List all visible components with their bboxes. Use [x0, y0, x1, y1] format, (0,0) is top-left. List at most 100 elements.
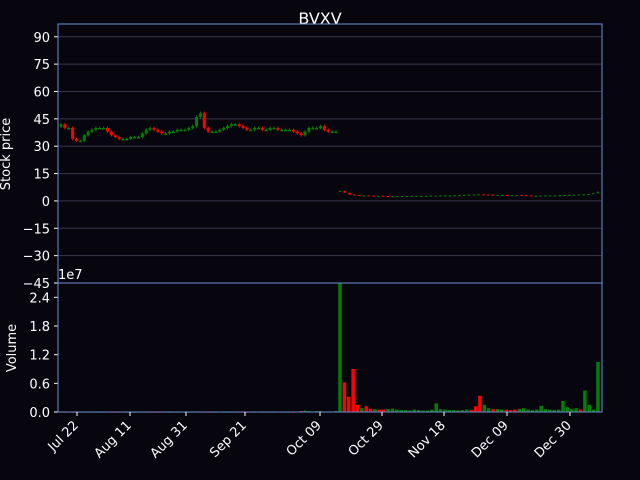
candle-body — [280, 129, 284, 132]
candle-body — [249, 129, 253, 132]
candle-body — [372, 195, 375, 197]
price-tick-label: 90 — [33, 31, 50, 46]
volume-bar — [556, 409, 561, 412]
volume-scale-label: 1e7 — [58, 268, 83, 283]
candle-body — [245, 127, 249, 130]
candle-body — [591, 193, 595, 195]
candle-body — [171, 131, 175, 134]
x-tick-label: Jul 22 — [45, 418, 82, 455]
candle-body — [386, 195, 390, 197]
candle-body — [71, 127, 75, 139]
candle-body — [462, 194, 466, 196]
candle-body — [596, 191, 600, 194]
candle-body — [295, 131, 299, 134]
candle-body — [505, 194, 509, 196]
candle-body — [311, 127, 315, 130]
volume-bar — [351, 369, 355, 412]
volume-bar — [596, 361, 600, 412]
candle-body — [253, 127, 257, 130]
candle-body — [391, 196, 394, 198]
candle-body — [376, 195, 380, 197]
candle-body — [237, 124, 241, 127]
candle-body — [419, 195, 423, 197]
volume-tick-label: 2.4 — [29, 291, 50, 306]
candle-body — [453, 195, 456, 197]
volume-bar — [513, 409, 517, 412]
volume-bar — [478, 395, 482, 412]
candle-body — [257, 127, 261, 130]
candle-body — [105, 127, 109, 132]
candle-body — [218, 129, 222, 132]
volume-bar — [434, 403, 438, 412]
candle-body — [486, 194, 490, 196]
x-tick-label: Nov 18 — [406, 418, 449, 461]
candle-body — [572, 194, 576, 196]
price-tick-label: −30 — [23, 250, 50, 265]
candle-body — [410, 195, 413, 197]
candle-body — [272, 127, 276, 130]
price-tick-label: 15 — [33, 168, 50, 183]
volume-bar — [508, 410, 513, 412]
candle-body — [226, 126, 230, 128]
volume-bar — [574, 408, 578, 412]
candle-body — [515, 195, 519, 197]
candle-body — [241, 126, 245, 128]
candle-body — [458, 195, 461, 197]
volume-bar — [539, 405, 543, 412]
candle-body — [264, 129, 268, 132]
volume-bar — [377, 409, 382, 412]
candle-body — [520, 195, 523, 197]
candle-body — [148, 127, 152, 130]
price-tick-label: −15 — [23, 222, 50, 237]
candle-body — [284, 129, 288, 132]
candle-body — [434, 195, 437, 197]
candle-body — [544, 195, 547, 197]
volume-bar — [360, 408, 364, 412]
volume-bar — [421, 410, 425, 412]
price-candles — [59, 111, 600, 198]
volume-bar — [430, 409, 434, 412]
candle-body — [86, 131, 90, 136]
candle-body — [587, 193, 590, 195]
volume-bar — [486, 408, 491, 412]
volume-bar — [587, 404, 592, 412]
candle-body — [362, 195, 366, 197]
candle-body — [330, 131, 334, 134]
candle-body — [577, 194, 581, 196]
volume-bar — [342, 382, 347, 412]
candle-body — [322, 126, 326, 130]
candle-body — [67, 127, 71, 130]
candle-body — [109, 131, 113, 136]
volume-bar — [548, 409, 552, 412]
candle-body — [90, 129, 94, 132]
volume-tick-label: 1.8 — [29, 320, 50, 335]
candle-body — [191, 126, 195, 128]
candle-body — [405, 195, 409, 197]
candle-body — [563, 195, 566, 197]
candle-body — [195, 117, 199, 127]
candle-body — [187, 127, 191, 130]
volume-bar — [364, 406, 368, 412]
volume-bar — [447, 410, 452, 412]
volume-bar — [500, 409, 504, 412]
candle-body — [367, 195, 370, 197]
candle-body — [167, 131, 171, 134]
candle-body — [276, 127, 280, 130]
candle-body — [315, 127, 319, 130]
candle-body — [299, 133, 303, 136]
volume-bar — [408, 410, 412, 412]
volume-bar — [565, 407, 570, 412]
candle-body — [482, 194, 485, 196]
candle-body — [467, 194, 471, 196]
price-panel: 90 75 60 45 30 15 0 −15 −30 −45 Stock price — [0, 23, 603, 292]
candle-body — [501, 194, 504, 196]
candle-body — [529, 195, 533, 197]
candle-body — [496, 194, 499, 196]
volume-bar — [381, 409, 386, 412]
price-tick-label: 30 — [33, 140, 50, 155]
volume-bar — [373, 409, 377, 412]
candle-body — [338, 190, 342, 192]
x-axis-ticks: Jul 22 Aug 11 Aug 31 Sep 21 Oct 09 Oct 29 Nov … — [45, 412, 575, 461]
candle-body — [113, 135, 117, 138]
